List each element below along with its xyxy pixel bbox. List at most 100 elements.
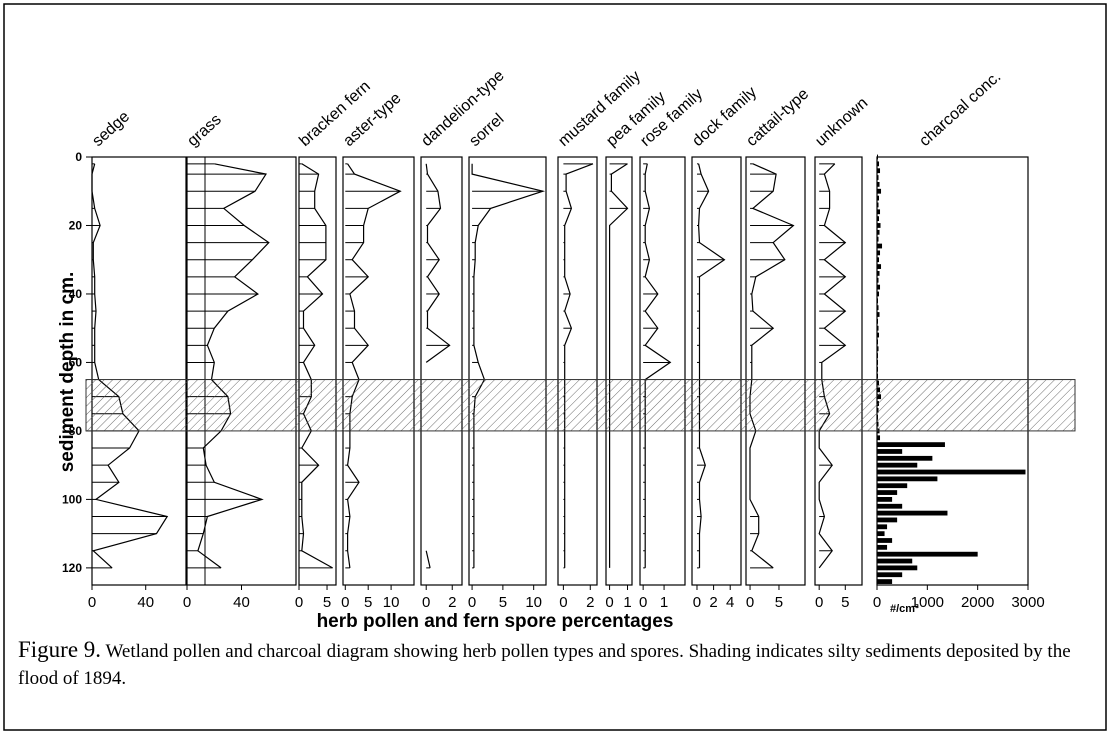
x-tick-label: 2 — [586, 594, 594, 611]
charcoal-bar — [877, 291, 880, 297]
caption-text: Wetland pollen and charcoal diagram show… — [18, 641, 1071, 689]
x-tick-label: 0 — [295, 594, 303, 611]
charcoal-bar — [877, 483, 908, 489]
charcoal-bar — [877, 517, 898, 523]
charcoal-bar — [877, 579, 893, 584]
profile-line — [697, 163, 726, 568]
profile-line — [471, 163, 546, 568]
charcoal-bar — [877, 325, 879, 331]
charcoal-bar — [877, 572, 903, 578]
panel-title: dandelion-type — [418, 67, 507, 150]
charcoal-bar — [877, 181, 880, 187]
profile-line — [91, 163, 169, 569]
charcoal-bar — [877, 298, 879, 304]
charcoal-bar — [877, 476, 938, 482]
charcoal-bar — [877, 305, 879, 311]
x-tick-label: 2 — [448, 594, 456, 611]
x-tick-label: 0 — [605, 594, 613, 611]
charcoal-bar — [877, 209, 881, 215]
y-tick-label: 120 — [62, 561, 82, 575]
charcoal-bar — [877, 154, 879, 160]
y-tick-label: 100 — [62, 492, 82, 506]
panel-frame — [605, 156, 633, 586]
charcoal-bar — [877, 175, 879, 180]
x-tick-label: 0 — [815, 594, 823, 611]
profile-line — [425, 163, 451, 569]
x-tick-label: 2 — [709, 594, 717, 611]
panel-frame — [876, 156, 1029, 586]
profile-line — [818, 163, 847, 569]
x-tick-label: 0 — [468, 594, 476, 611]
flood-shading — [85, 379, 1076, 432]
charcoal-bar — [877, 223, 881, 228]
panel-frame — [639, 156, 686, 586]
caption: Figure 9. Wetland pollen and charcoal di… — [18, 636, 1078, 692]
charcoal-bar — [877, 195, 880, 201]
y-tick-label: 40 — [69, 287, 83, 301]
profile-line — [609, 163, 629, 568]
panel-frame — [186, 156, 297, 586]
panel-frame — [691, 156, 742, 586]
profile-line — [564, 163, 594, 568]
charcoal-bar — [877, 490, 898, 495]
panel-title: mustard family — [555, 68, 644, 150]
charcoal-bar — [877, 168, 881, 174]
panel-frame — [814, 156, 863, 586]
x-tick-label: 0 — [422, 594, 430, 611]
charcoal-bar — [877, 373, 879, 379]
charcoal-bar — [877, 339, 879, 345]
x-tick-label: 0 — [341, 594, 349, 611]
x-tick-label: 10 — [383, 594, 400, 611]
x-tick-label: 0 — [693, 594, 701, 611]
charcoal-bar — [877, 346, 879, 352]
x-tick-label: 1 — [660, 594, 668, 611]
x-tick-label: 5 — [499, 594, 507, 611]
y-tick-label: 0 — [75, 150, 82, 164]
charcoal-bar — [877, 497, 893, 502]
charcoal-bar — [877, 312, 880, 317]
x-tick-label: 4 — [726, 594, 734, 611]
panel-title: sorrel — [466, 111, 507, 150]
panel-title: grass — [184, 111, 224, 150]
x-tick-label: 10 — [525, 594, 542, 611]
charcoal-bar — [877, 531, 885, 537]
x-tick-label: 0 — [873, 594, 881, 611]
charcoal-bar — [877, 188, 882, 194]
charcoal-bar — [877, 462, 918, 468]
charcoal-bar — [877, 264, 882, 269]
y-tick-label: 60 — [69, 355, 83, 369]
charcoal-bar — [877, 558, 913, 564]
panel-frame — [91, 156, 187, 586]
charcoal-bar — [877, 551, 978, 557]
charcoal-bar — [877, 243, 883, 249]
caption-label: Figure 9. — [18, 637, 102, 662]
profile-line — [301, 163, 333, 569]
charcoal-bar — [877, 271, 880, 276]
charcoal-bar — [877, 565, 918, 571]
charcoal-bar — [877, 216, 880, 222]
charcoal-bar — [877, 332, 880, 338]
profile-line — [346, 163, 402, 568]
x-tick-label: 40 — [233, 594, 250, 611]
charcoal-bar — [877, 277, 879, 283]
profile-line — [749, 163, 795, 569]
y-axis-label: sediment depth in cm. — [57, 272, 78, 473]
y-tick-label: 20 — [69, 218, 83, 232]
charcoal-unit: #/cm³ — [890, 603, 919, 615]
charcoal-bar — [877, 257, 880, 263]
profile-line — [644, 163, 672, 568]
x-tick-label: 5 — [364, 594, 372, 611]
panel-frame — [420, 156, 463, 586]
panel-title: unknown — [812, 94, 871, 149]
panel-frame — [745, 156, 806, 586]
charcoal-bar — [877, 442, 945, 448]
x-tick-label: 1000 — [911, 594, 944, 611]
charcoal-bar — [877, 366, 879, 372]
charcoal-bar — [877, 455, 933, 461]
charcoal-bar — [877, 435, 881, 441]
y-tick-label: 80 — [69, 424, 83, 438]
charcoal-bar — [877, 360, 879, 365]
